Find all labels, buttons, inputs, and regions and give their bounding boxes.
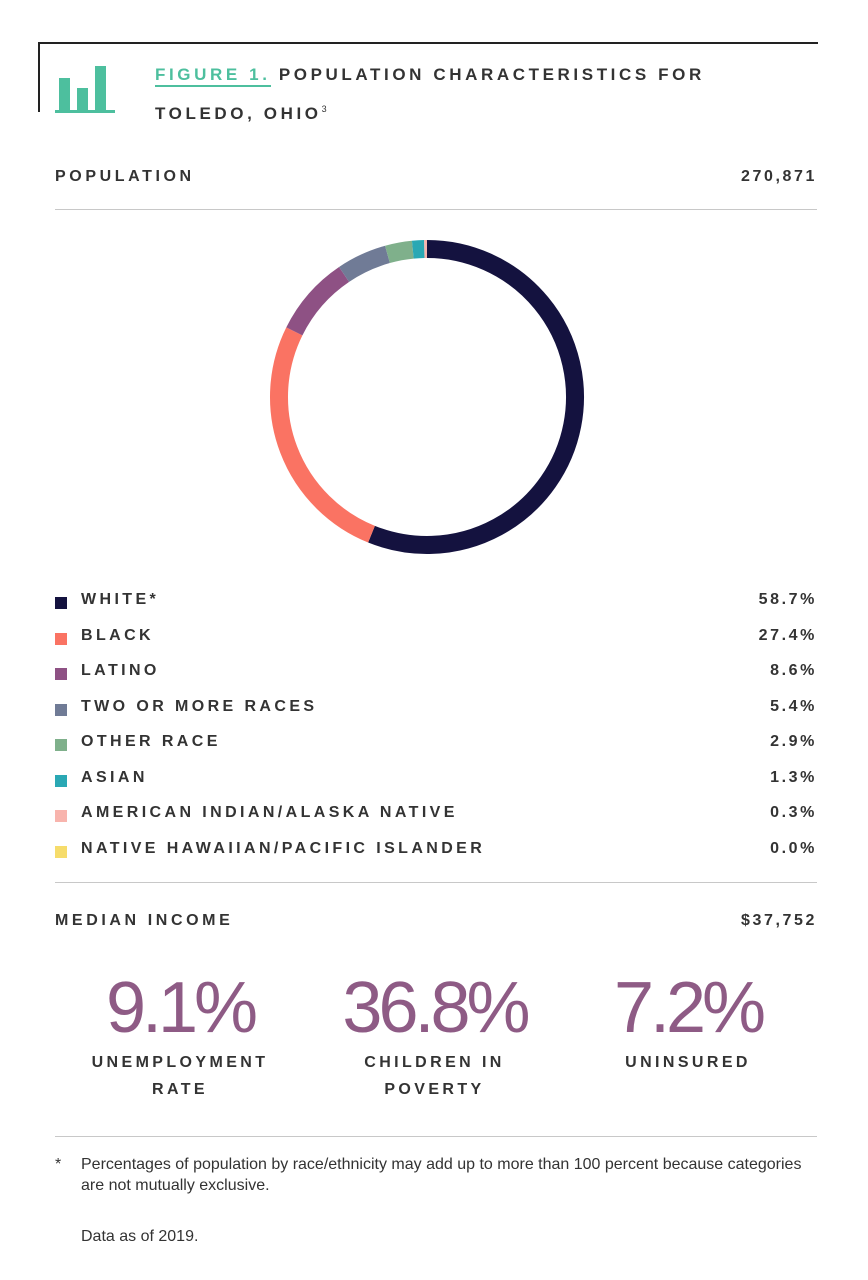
population-row: POPULATION 270,871 [55,168,817,192]
stat-caption-line1: UNEMPLOYMENT [91,1054,269,1071]
legend-item: BLACK 27.4% [55,627,817,663]
race-donut-chart [270,239,584,554]
legend-value: 2.9% [770,733,817,750]
donut-slice-white [368,240,584,554]
legend-value: 0.0% [770,839,817,857]
stat-unemployment: 9.1% UNEMPLOYMENT RATE [70,968,290,1102]
median-income-label: MEDIAN INCOME [55,912,234,929]
figure-frame-top [38,42,818,44]
stat-value: 7.2% [613,968,766,1048]
donut-slice-two-or-more-races [339,245,391,282]
legend-item: TWO OR MORE RACES 5.4% [55,698,817,734]
legend-swatch [55,774,67,787]
legend-value: 0.3% [770,804,817,821]
data-as-of-note: Data as of 2019. [81,1228,199,1245]
figure-label: FIGURE 1. [155,65,271,87]
donut-slice-black [270,327,375,543]
figure-title: FIGURE 1. POPULATION CHARACTERISTICS FOR… [155,58,795,131]
legend-swatch [55,810,67,822]
legend-label: ASIAN [81,768,148,786]
legend-swatch [55,668,67,680]
footnote-marker: * [55,1156,62,1173]
footnote-text: Percentages of population by race/ethnic… [81,1156,802,1194]
legend-label: TWO OR MORE RACES [81,697,318,715]
stat-caption-line1: UNINSURED [625,1054,751,1071]
chart-legend: WHITE* 58.7% BLACK 27.4% LATINO 8.6% TWO OR MO… [55,591,817,875]
figure-frame-left [38,42,40,112]
population-label: POPULATION [55,168,195,185]
figure-title-line2: TOLEDO, OHIO [155,104,322,123]
legend-label: NATIVE HAWAIIAN/PACIFIC ISLANDER [81,839,486,857]
donut-slice-other-race [385,240,414,264]
donut-slice-asian [411,240,425,259]
figure-footnote-ref: 3 [321,104,327,114]
median-income-row: MEDIAN INCOME $37,752 [55,912,817,936]
legend-value: 27.4% [758,626,817,644]
legend-value: 5.4% [770,697,817,715]
divider-bottom [55,1136,817,1137]
stat-value: 9.1% [105,968,258,1048]
stat-value: 36.8% [342,968,530,1048]
legend-item: OTHER RACE 2.9% [55,733,817,769]
divider-top [55,209,817,210]
legend-swatch [55,632,67,645]
legend-value: 1.3% [770,768,817,786]
legend-value: 58.7% [758,591,817,608]
legend-item: ASIAN 1.3% [55,769,817,805]
legend-value: 8.6% [770,662,817,679]
stat-uninsured: 7.2% UNINSURED [583,968,793,1075]
legend-item: AMERICAN INDIAN/ALASKA NATIVE 0.3% [55,804,817,840]
legend-item: LATINO 8.6% [55,662,817,698]
stat-caption-line2: POVERTY [384,1081,485,1098]
stat-caption-line2: RATE [152,1081,208,1098]
divider-middle [55,882,817,883]
stat-child-poverty: 36.8% CHILDREN IN POVERTY [322,968,547,1102]
legend-swatch [55,597,67,609]
median-income-value: $37,752 [740,912,817,929]
legend-item: NATIVE HAWAIIAN/PACIFIC ISLANDER 0.0% [55,840,817,876]
legend-label: AMERICAN INDIAN/ALASKA NATIVE [81,804,458,821]
legend-swatch [55,845,67,858]
bar-chart-icon [55,66,115,113]
figure-title-line1: POPULATION CHARACTERISTICS FOR [278,65,705,84]
legend-label: WHITE* [81,591,160,608]
legend-swatch [55,703,67,716]
legend-item: WHITE* 58.7% [55,591,817,627]
legend-swatch [55,739,67,751]
donut-slice-latino [286,266,350,336]
legend-label: LATINO [81,662,160,679]
legend-label: OTHER RACE [81,733,221,750]
stat-caption-line1: CHILDREN IN [364,1054,505,1071]
population-value: 270,871 [740,168,817,185]
legend-label: BLACK [81,626,154,644]
